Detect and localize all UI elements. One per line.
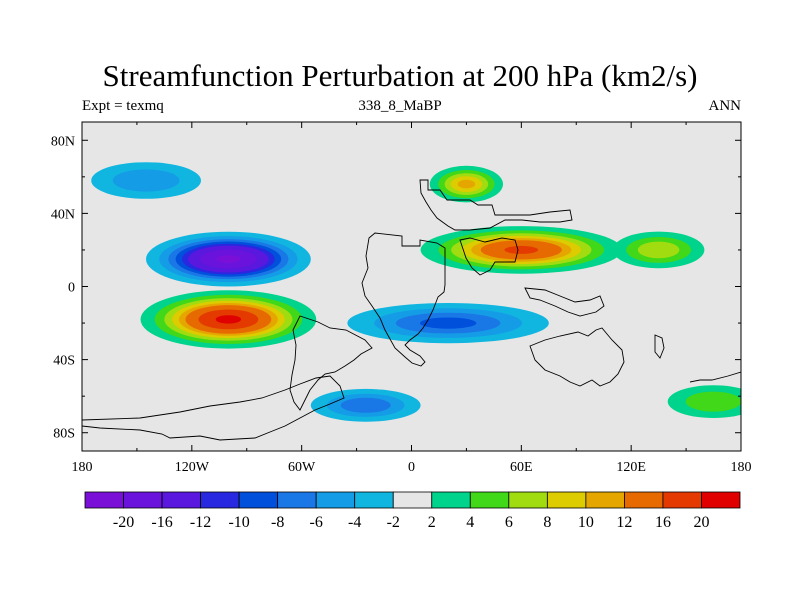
x-tick-label-5: 120E [616,460,646,475]
colorbar-swatch-3 [200,491,240,509]
colorbar-swatch-2 [161,491,201,509]
colorbar-label-3: -10 [228,514,249,531]
contour-band-1-0 [216,255,241,263]
contour-band-5-10 [637,241,680,259]
colorbar-swatch-0 [84,491,124,509]
colorbar-label-10: 6 [505,514,513,531]
coastline-antarctica-east [689,371,741,383]
contour-band-2-15 [215,315,242,324]
contour-band-4-14 [504,245,539,254]
colorbar-label-9: 4 [466,514,474,531]
anomaly-feature [612,231,705,269]
colorbar-label-12: 10 [578,514,594,531]
colorbar-swatch-14 [624,491,664,509]
anomaly-feature [91,162,201,199]
colorbar-swatch-12 [546,491,587,509]
colorbar-label-11: 8 [543,514,551,531]
colorbar-swatch-8 [392,491,433,509]
colorbar-label-1: -16 [151,514,172,531]
colorbar-swatch-7 [354,491,394,509]
y-tick-label-1: 40N [51,207,75,222]
axes: 180 120W 60W 0 60E 120E 180 80N 40N 0 40S 80S [51,122,752,475]
colorbar-label-0: -20 [113,514,134,531]
colorbar-label-15: 20 [693,514,709,531]
colorbar-label-4: -8 [271,514,284,531]
colorbar: -20 -16 -12 -10 -8 -6 -4 -2 2 4 6 8 10 12 16 20 [84,491,741,531]
season-label: ANN [708,98,742,114]
y-tick-label-2: 0 [68,281,75,296]
coastline-australia [529,327,625,387]
colorbar-swatch-9 [431,491,471,509]
anomaly-feature [667,385,741,418]
y-tick-label-3: 40S [53,354,75,369]
colorbar-label-14: 16 [655,514,671,531]
anomaly-feature [420,226,622,274]
colorbar-label-2: -12 [190,514,211,531]
y-tick-label-0: 80N [51,134,75,149]
colorbar-swatch-11 [508,491,548,509]
x-tick-label-1: 120W [175,460,210,475]
colorbar-swatch-4 [238,491,279,509]
x-tick-label-2: 60W [288,460,316,475]
coastline-antarctica [82,375,345,441]
contour-band-3-12 [457,179,476,189]
colorbar-swatch-5 [277,491,317,509]
colorbar-swatch-15 [662,491,702,509]
colorbar-label-8: 2 [428,514,436,531]
coastline-africa-europe [361,232,446,367]
experiment-label: Expt = texmq [82,98,164,114]
x-tick-label-4: 60E [510,460,533,475]
colorbar-label-6: -4 [348,514,361,531]
anomaly-feature [140,290,317,349]
contour-band-0-6 [112,169,180,192]
colorbar-swatch-13 [585,491,625,509]
colorbar-swatch-1 [123,491,163,509]
anomaly-feature [146,231,311,287]
x-tick-label-3: 0 [408,460,415,475]
colorbar-swatch-6 [315,491,356,509]
colorbar-swatch-10 [469,491,510,509]
contour-band-8-9 [685,391,741,412]
colorbar-label-5: -6 [310,514,323,531]
coastline-southeast-asia [524,287,605,317]
coastline-new-zealand [654,334,665,359]
y-tick-label-4: 80S [53,427,75,442]
colorbar-swatch-16 [701,491,741,509]
coastline-eurasia [419,179,573,231]
x-tick-label-0: 180 [72,460,93,475]
contour-band-7-5 [340,397,391,413]
x-tick-label-6: 180 [731,460,752,475]
contour-field [91,162,741,422]
anomaly-feature [310,388,421,422]
colorbar-label-7: -2 [387,514,400,531]
contour-band-6-4 [419,317,477,329]
colorbar-label-13: 12 [616,514,632,531]
anomaly-feature [429,165,503,203]
coastline-arabia-india [459,237,519,276]
chart-title: Streamfunction Perturbation at 200 hPa (… [102,58,698,93]
anomaly-feature [347,303,549,344]
coastlines [82,179,741,441]
period-label: 338_8_MaBP [358,98,442,114]
